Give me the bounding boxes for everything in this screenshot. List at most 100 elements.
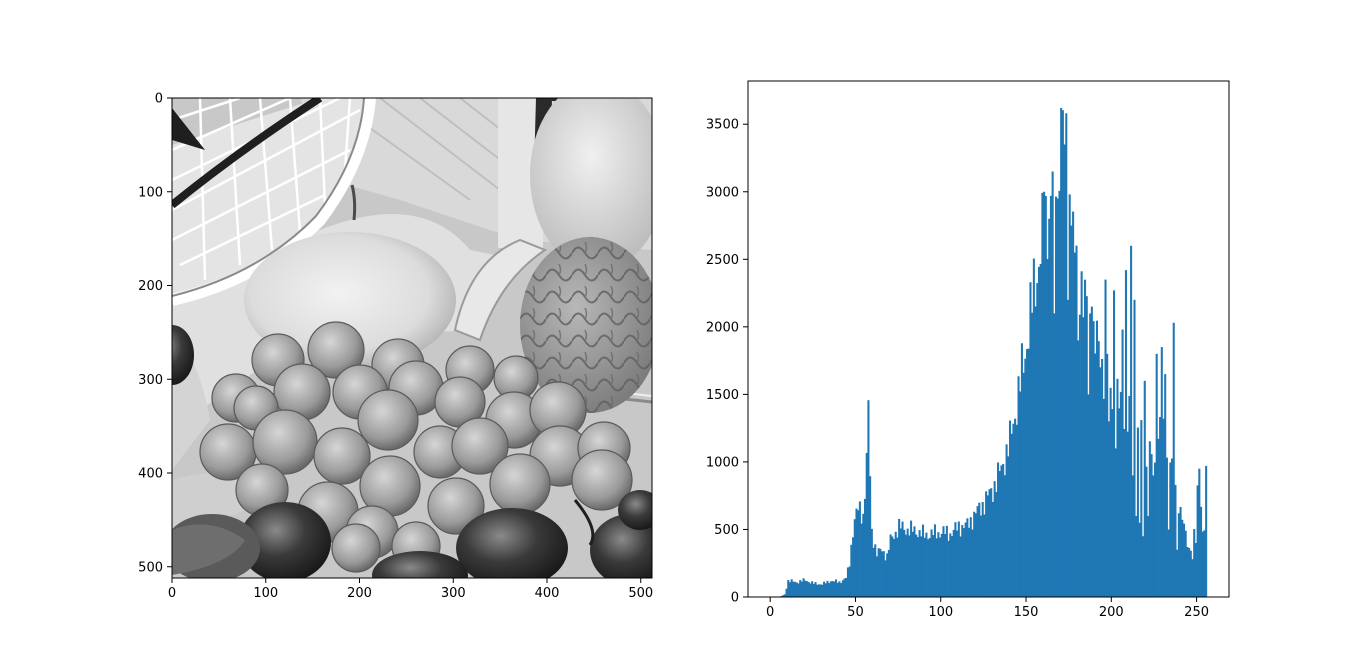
histogram-bar	[1027, 348, 1030, 597]
histogram-bar	[1102, 398, 1105, 597]
histogram-bar	[1020, 343, 1023, 597]
histogram-bar	[807, 581, 810, 597]
histogram-bar	[875, 556, 878, 597]
histogram-bar	[1090, 306, 1093, 597]
histogram-bar	[799, 580, 802, 597]
histogram-bar	[986, 495, 989, 597]
histogram-bar	[1176, 549, 1179, 597]
histogram-bar	[961, 525, 964, 597]
histogram-bar	[1205, 465, 1208, 597]
histogram-bar	[826, 580, 829, 597]
histogram-bar	[1019, 391, 1022, 597]
histogram-bar	[1032, 258, 1035, 597]
histogram-bar	[846, 567, 849, 597]
histogram-bar	[1167, 529, 1170, 597]
photo-ytick-label: 300	[138, 373, 163, 388]
histogram-bar	[1024, 358, 1027, 597]
photo-xtick-label: 100	[253, 586, 278, 601]
histogram-axes: 0 50 100 150 200 2500500100015002000250030003…	[706, 118, 1209, 620]
histogram-bar	[995, 492, 998, 597]
photo-frame	[171, 97, 653, 579]
histogram-bar	[879, 548, 882, 597]
histogram-bar	[1070, 225, 1073, 597]
histogram-bar	[935, 538, 938, 597]
histogram-bar	[833, 581, 836, 597]
apple	[244, 184, 456, 368]
histogram-bar	[795, 582, 798, 597]
histogram-bar	[973, 511, 976, 597]
histogram-bar	[1099, 367, 1102, 597]
histogram-bar	[788, 582, 791, 597]
histogram-bar	[794, 581, 797, 597]
photo-xtick-label: 400	[535, 586, 560, 601]
histogram-bar	[887, 549, 890, 597]
histogram-xtick-label: 100	[928, 605, 953, 620]
histogram-bar	[1060, 108, 1063, 598]
histogram-bar	[862, 513, 865, 597]
histogram-bar	[1007, 456, 1010, 597]
histogram-ytick-label: 1000	[706, 455, 739, 470]
histogram-bar	[1203, 530, 1206, 597]
histogram-bar	[1075, 245, 1078, 597]
histogram-bar	[1198, 468, 1201, 597]
histogram-frame	[747, 80, 1230, 598]
histogram-bar	[831, 581, 834, 597]
histogram-bar	[1179, 506, 1182, 597]
histogram-bar	[874, 544, 877, 597]
histogram-bar	[785, 588, 788, 597]
histogram-bar	[1063, 144, 1066, 598]
histogram-bars	[780, 108, 1208, 598]
histogram-bar	[971, 529, 974, 597]
histogram-bar	[1188, 547, 1191, 597]
histogram-bar	[1058, 190, 1061, 598]
histogram-xtick-label: 0	[766, 605, 774, 620]
histogram-bar	[834, 579, 838, 597]
histogram-ytick-label: 2000	[706, 320, 739, 335]
histogram-ytick-label: 500	[714, 523, 739, 538]
histogram-bar	[1193, 529, 1196, 597]
histogram-bar	[792, 581, 795, 597]
histogram-bar	[853, 519, 856, 597]
histogram-bar	[1201, 531, 1204, 597]
histogram-bar	[850, 544, 853, 597]
histogram-bar	[966, 518, 969, 597]
histogram-bar	[1184, 530, 1187, 597]
histogram-bar	[944, 533, 947, 597]
histogram-bar	[898, 518, 901, 597]
histogram-bar	[901, 521, 904, 597]
histogram-bar	[1077, 340, 1080, 597]
histogram-bar	[814, 582, 817, 597]
histogram-bar	[840, 583, 843, 597]
histogram-bar	[870, 528, 873, 597]
histogram-bar	[947, 540, 950, 597]
histogram-bar	[809, 583, 812, 597]
histogram-bar	[1022, 372, 1025, 597]
grapes	[199, 321, 633, 573]
histogram-bar	[867, 400, 870, 597]
histogram-bar	[869, 476, 872, 597]
histogram-bar	[805, 581, 809, 597]
histogram-bar	[860, 523, 863, 597]
histogram-bar	[915, 534, 918, 597]
photo-xtick-label: 200	[347, 586, 372, 601]
histogram-bar	[1039, 263, 1042, 597]
photo-axes: 0 100 200 300 400 500 0 100 200 300 400 500	[138, 92, 653, 602]
histogram-bar	[942, 526, 945, 597]
histogram-bar	[1092, 321, 1095, 597]
histogram-bar	[872, 547, 875, 597]
histogram-bar	[906, 528, 909, 597]
histogram-bar	[1031, 312, 1034, 597]
histogram-bar	[802, 578, 805, 597]
histogram-bar	[979, 515, 983, 597]
histogram-bar	[1196, 485, 1199, 597]
histogram-bar	[1000, 465, 1003, 597]
histogram-bar	[954, 522, 957, 597]
histogram-bar	[1128, 395, 1131, 597]
plums	[172, 490, 652, 578]
histogram-xtick-label: 50	[847, 605, 864, 620]
histogram-bar	[1138, 522, 1141, 597]
histogram-bar	[855, 508, 858, 597]
histogram-bar	[1114, 448, 1117, 597]
histogram-bar	[998, 471, 1001, 597]
